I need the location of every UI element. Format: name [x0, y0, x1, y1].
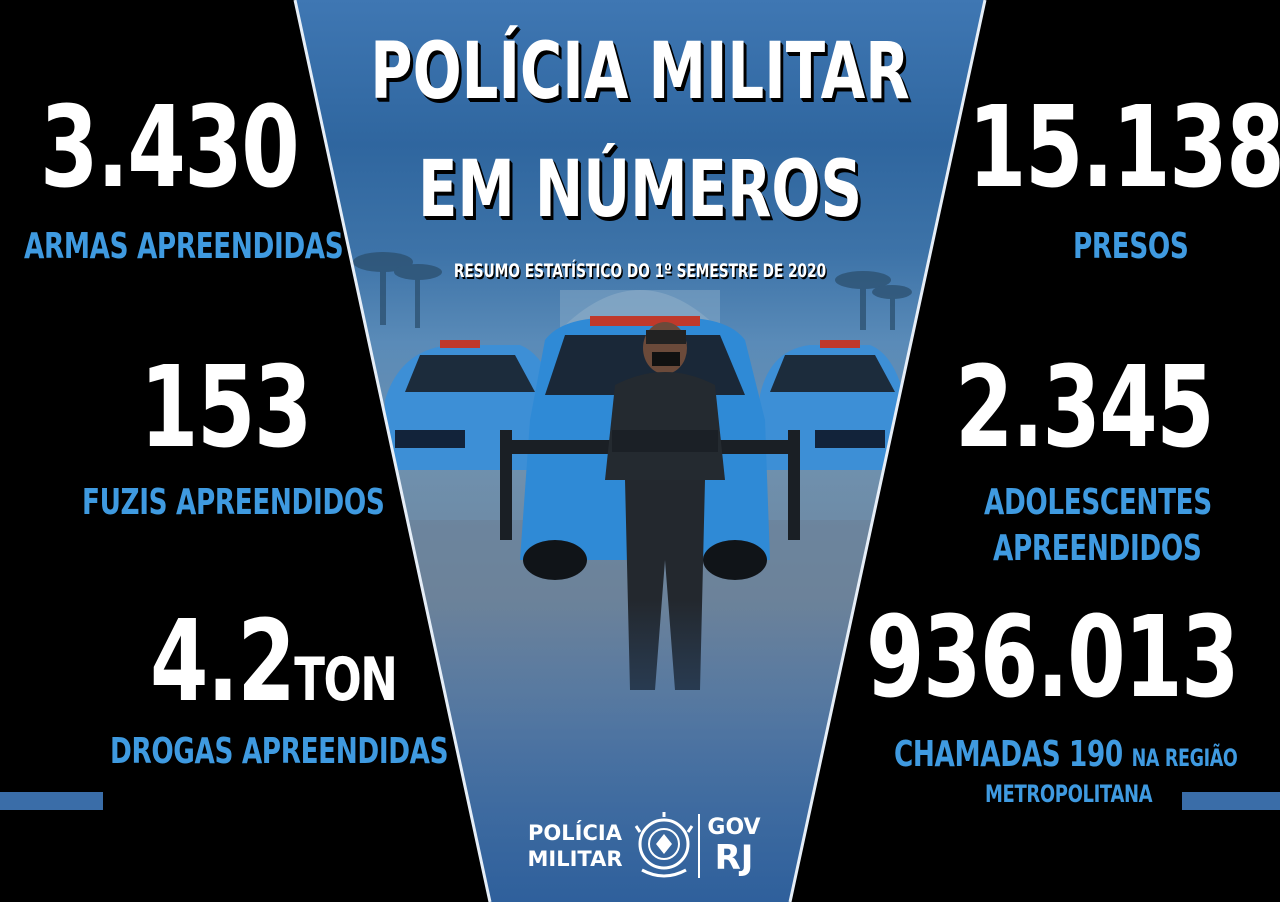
stat-minors-label-line1: ADOLESCENTES: [984, 482, 1212, 523]
stat-drugs-label: DROGAS APREENDIDAS: [110, 731, 449, 772]
logo-divider: [698, 814, 700, 878]
stat-drugs-unit: TON: [294, 645, 398, 715]
rj-text: RJ: [714, 838, 754, 878]
stat-calls-label: CHAMADAS 190 NA REGIÃO: [894, 734, 1238, 775]
stat-rifles-number: 153: [140, 343, 312, 473]
subtitle: RESUMO ESTATÍSTICO DO 1º SEMESTRE DE 202…: [453, 260, 827, 282]
accent-bar-left: [0, 792, 103, 810]
stat-weapons-number: 3.430: [40, 83, 300, 213]
gov-rj-mark: GOV RJ: [704, 815, 764, 878]
stat-calls-label-main: CHAMADAS 190: [894, 734, 1123, 775]
title-line-1: POLÍCIA MILITAR: [370, 27, 910, 117]
stat-weapons-label: ARMAS APREENDIDAS: [24, 226, 344, 267]
org-line-1: POLÍCIA: [528, 821, 622, 845]
stat-arrests-label: PRESOS: [1073, 226, 1189, 267]
stat-arrests-number: 15.138: [968, 83, 1280, 213]
org-line-2: MILITAR: [527, 847, 623, 871]
gov-text: GOV: [707, 815, 761, 840]
stat-calls-label-line2: METROPOLITANA: [985, 780, 1153, 808]
accent-bar-right: [1182, 792, 1280, 810]
org-name: POLÍCIA MILITAR: [520, 820, 630, 872]
footer-logo: POLÍCIA MILITAR GOV RJ: [520, 808, 770, 886]
stat-rifles-label: FUZIS APREENDIDOS: [82, 482, 385, 523]
stat-calls-label-suffix: NA REGIÃO: [1131, 744, 1238, 772]
stat-minors-label-line2: APREENDIDOS: [993, 528, 1202, 569]
stat-drugs-value: 4.2: [150, 597, 296, 727]
stat-calls-number: 936.013: [866, 593, 1240, 723]
stat-drugs-number: 4.2TON: [150, 606, 398, 718]
title-line-2: EM NÚMEROS: [417, 145, 863, 235]
stat-minors-number: 2.345: [955, 343, 1215, 473]
pmerj-crest-icon: [634, 812, 694, 878]
